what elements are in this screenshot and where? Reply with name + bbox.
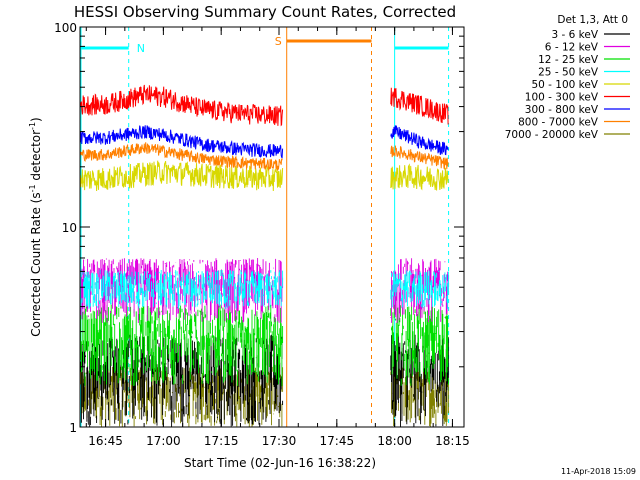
- x-tick-label: 16:45: [88, 434, 123, 448]
- x-tick-label: 17:30: [262, 434, 297, 448]
- y-tick-label: 100: [54, 21, 77, 35]
- series-50-100-kev: [79, 160, 449, 192]
- chart-title: HESSI Observing Summary Count Rates, Cor…: [74, 3, 456, 21]
- legend-label: 7000 - 20000 keV: [505, 129, 599, 141]
- x-tick-label: 18:15: [435, 434, 470, 448]
- y-axis-label: Corrected Count Rate (s-1 detector-1): [28, 117, 43, 336]
- legend-label: 800 - 7000 keV: [518, 117, 599, 129]
- x-tick-label: 18:00: [377, 434, 412, 448]
- legend-label: 12 - 25 keV: [538, 54, 599, 66]
- series-trace: [79, 160, 449, 192]
- series-trace: [79, 142, 449, 171]
- series-800-7000-kev: [79, 142, 449, 171]
- axis-ticks: 16:45 17:00 17:15 17:30 17:45 18:00 18:15 1 10 10…: [54, 21, 470, 448]
- y-tick-label: 1: [69, 421, 77, 435]
- flag-label-s: S: [275, 35, 282, 48]
- series-300-800-kev: [79, 125, 449, 159]
- y-tick-label: 10: [62, 221, 77, 235]
- series-layer: [79, 84, 449, 427]
- flag-bars: NS: [80, 35, 449, 55]
- legend-label: 6 - 12 keV: [545, 42, 599, 54]
- timestamp-stamp: 11-Apr-2018 15:09: [561, 467, 636, 476]
- x-axis-label: Start Time (02-Jun-16 16:38:22): [184, 456, 376, 470]
- x-tick-label: 17:45: [320, 434, 355, 448]
- legend-label: 3 - 6 keV: [551, 29, 598, 41]
- flag-label-n: N: [137, 42, 145, 55]
- legend-label: 100 - 300 keV: [525, 92, 599, 104]
- legend-label: 50 - 100 keV: [531, 79, 598, 91]
- x-tick-label: 17:00: [146, 434, 181, 448]
- legend-label: 300 - 800 keV: [525, 104, 599, 116]
- x-tick-label: 17:15: [204, 434, 239, 448]
- legend-label: 25 - 50 keV: [538, 67, 599, 79]
- series-100-300-kev: [79, 84, 449, 127]
- series-trace: [79, 84, 449, 127]
- series-trace: [79, 125, 449, 159]
- legend-title: Det 1,3, Att 0: [557, 14, 628, 26]
